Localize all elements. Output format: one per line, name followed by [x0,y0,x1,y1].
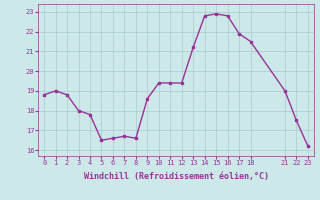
X-axis label: Windchill (Refroidissement éolien,°C): Windchill (Refroidissement éolien,°C) [84,172,268,181]
